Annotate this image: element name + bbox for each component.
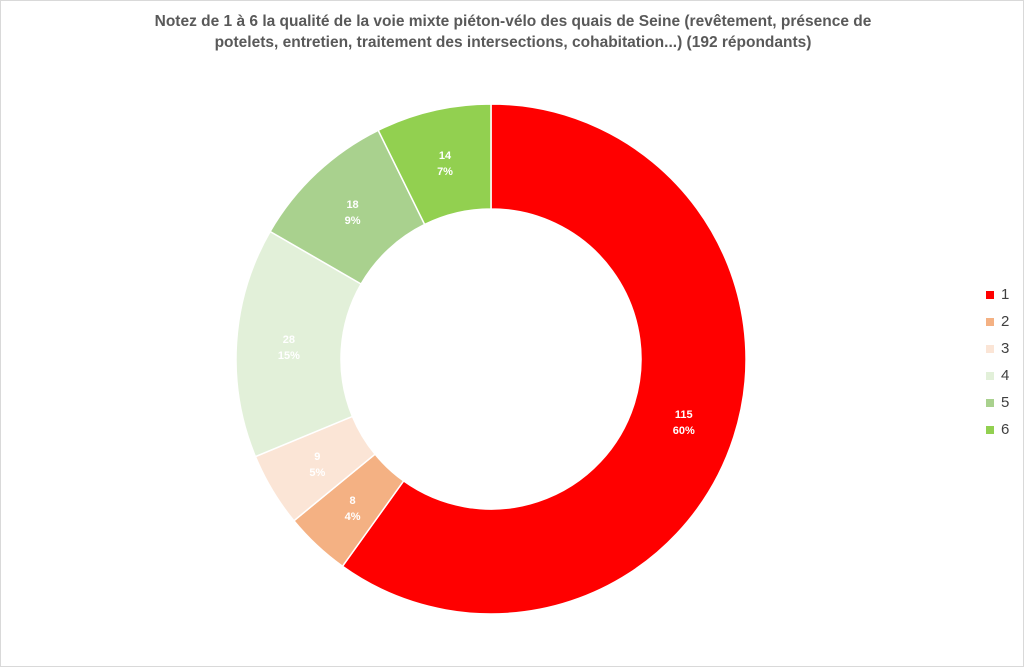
legend-label-4: 4 xyxy=(1001,367,1010,384)
legend-item-6: 6 xyxy=(986,416,1009,443)
legend-label-3: 3 xyxy=(1001,340,1010,357)
value-label-6: 14 xyxy=(439,150,452,162)
percent-label-3: 5% xyxy=(309,467,325,479)
legend-label-5: 5 xyxy=(1001,394,1010,411)
value-label-2: 8 xyxy=(350,495,356,507)
legend-swatch-6 xyxy=(986,425,994,434)
legend-item-1: 1 xyxy=(986,281,1009,308)
legend-label-1: 1 xyxy=(1001,286,1010,303)
legend-swatch-4 xyxy=(986,371,994,380)
value-label-3: 9 xyxy=(314,451,320,463)
legend-item-4: 4 xyxy=(986,362,1009,389)
percent-label-1: 60% xyxy=(673,425,695,437)
percent-label-6: 7% xyxy=(437,166,453,178)
legend-label-6: 6 xyxy=(1001,421,1010,438)
legend-item-2: 2 xyxy=(986,308,1009,335)
value-label-1: 115 xyxy=(675,409,693,421)
value-label-4: 28 xyxy=(283,334,295,346)
legend-swatch-1 xyxy=(986,290,994,299)
percent-label-2: 4% xyxy=(345,511,361,523)
slice-1 xyxy=(341,103,747,615)
legend-swatch-2 xyxy=(986,317,994,326)
value-label-5: 18 xyxy=(346,199,358,211)
legend: 1 2 3 4 5 6 xyxy=(986,281,1009,443)
legend-label-2: 2 xyxy=(1001,313,1010,330)
legend-swatch-5 xyxy=(986,398,994,407)
legend-item-3: 3 xyxy=(986,335,1009,362)
percent-label-4: 15% xyxy=(278,350,300,362)
slice-6 xyxy=(377,103,492,226)
legend-item-5: 5 xyxy=(986,389,1009,416)
chart-title: Notez de 1 à 6 la qualité de la voie mix… xyxy=(154,13,872,51)
legend-swatch-3 xyxy=(986,344,994,353)
percent-label-5: 9% xyxy=(345,215,361,227)
